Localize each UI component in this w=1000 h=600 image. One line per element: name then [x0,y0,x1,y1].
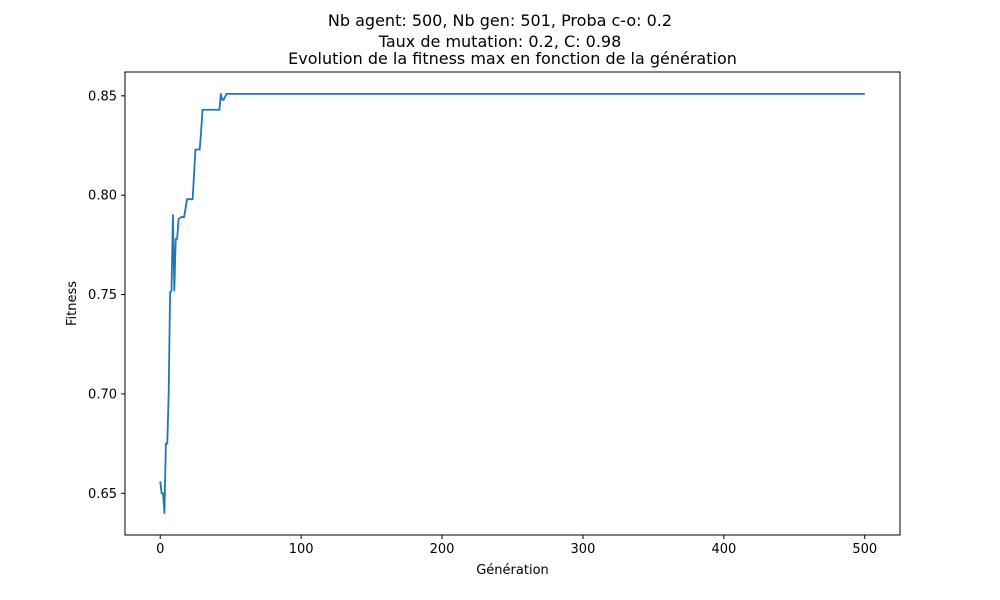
y-tick-label: 0.65 [88,487,117,502]
x-tick-label: 200 [430,542,455,557]
y-tick-label: 0.80 [88,189,117,204]
plot-area [124,71,901,536]
x-tick-label: 300 [571,542,596,557]
series-layer [159,92,865,515]
axes-background [125,72,900,535]
x-axis-ticks: 0 100 200 300 400 500 [156,535,877,557]
axes-frame [124,71,901,536]
figure-suptitle-line1: Nb agent: 500, Nb gen: 501, Proba c-o: 0… [328,11,672,30]
y-tick-label: 0.75 [88,288,117,303]
y-tick-label: 0.70 [88,387,117,402]
chart-title: Evolution de la fitness max en fonction … [288,49,737,68]
x-tick-label: 0 [156,542,164,557]
y-axis-ticks: 0.65 0.70 0.75 0.80 0.85 [88,89,125,502]
y-tick-label: 0.85 [88,89,117,104]
x-tick-label: 500 [852,542,877,557]
x-axis-label: Génération [476,563,549,578]
series-line-0 [159,92,865,515]
x-tick-label: 400 [711,542,736,557]
y-axis-label: Fitness [65,281,80,326]
figure-suptitle-line2: Taux de mutation: 0.2, C: 0.98 [378,32,622,51]
x-tick-label: 100 [289,542,314,557]
